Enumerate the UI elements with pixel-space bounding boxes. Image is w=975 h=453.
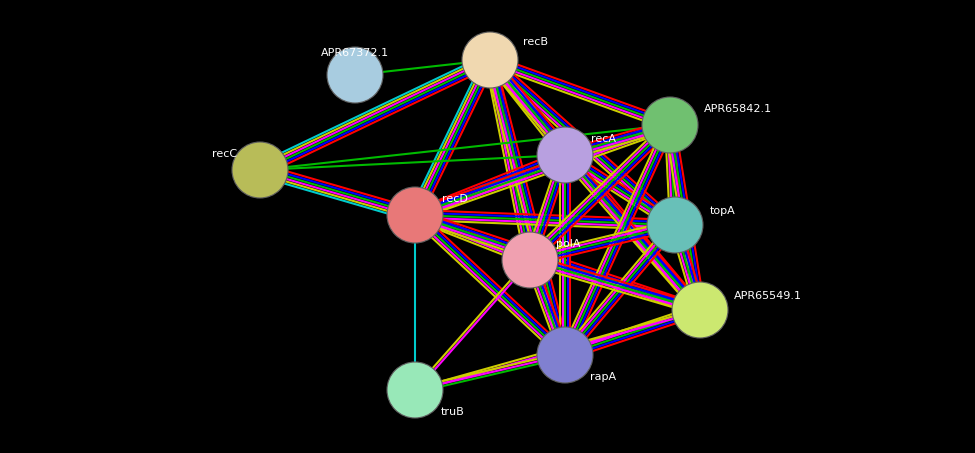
Text: recD: recD [442, 194, 468, 204]
Circle shape [647, 197, 703, 253]
Circle shape [232, 142, 288, 198]
Circle shape [327, 47, 383, 103]
Circle shape [387, 362, 443, 418]
Circle shape [537, 127, 593, 183]
Text: truB: truB [441, 407, 465, 417]
Text: recC: recC [213, 149, 238, 159]
Text: polA: polA [556, 239, 580, 249]
Text: APR65842.1: APR65842.1 [704, 104, 772, 114]
Text: APR65549.1: APR65549.1 [734, 291, 802, 301]
Text: rapA: rapA [590, 372, 616, 382]
Text: APR67372.1: APR67372.1 [321, 48, 389, 58]
Text: topA: topA [710, 206, 736, 216]
Circle shape [672, 282, 728, 338]
Circle shape [387, 187, 443, 243]
Circle shape [502, 232, 558, 288]
Circle shape [537, 327, 593, 383]
Text: recB: recB [523, 37, 548, 47]
Circle shape [642, 97, 698, 153]
Circle shape [462, 32, 518, 88]
Text: recA: recA [591, 134, 615, 144]
